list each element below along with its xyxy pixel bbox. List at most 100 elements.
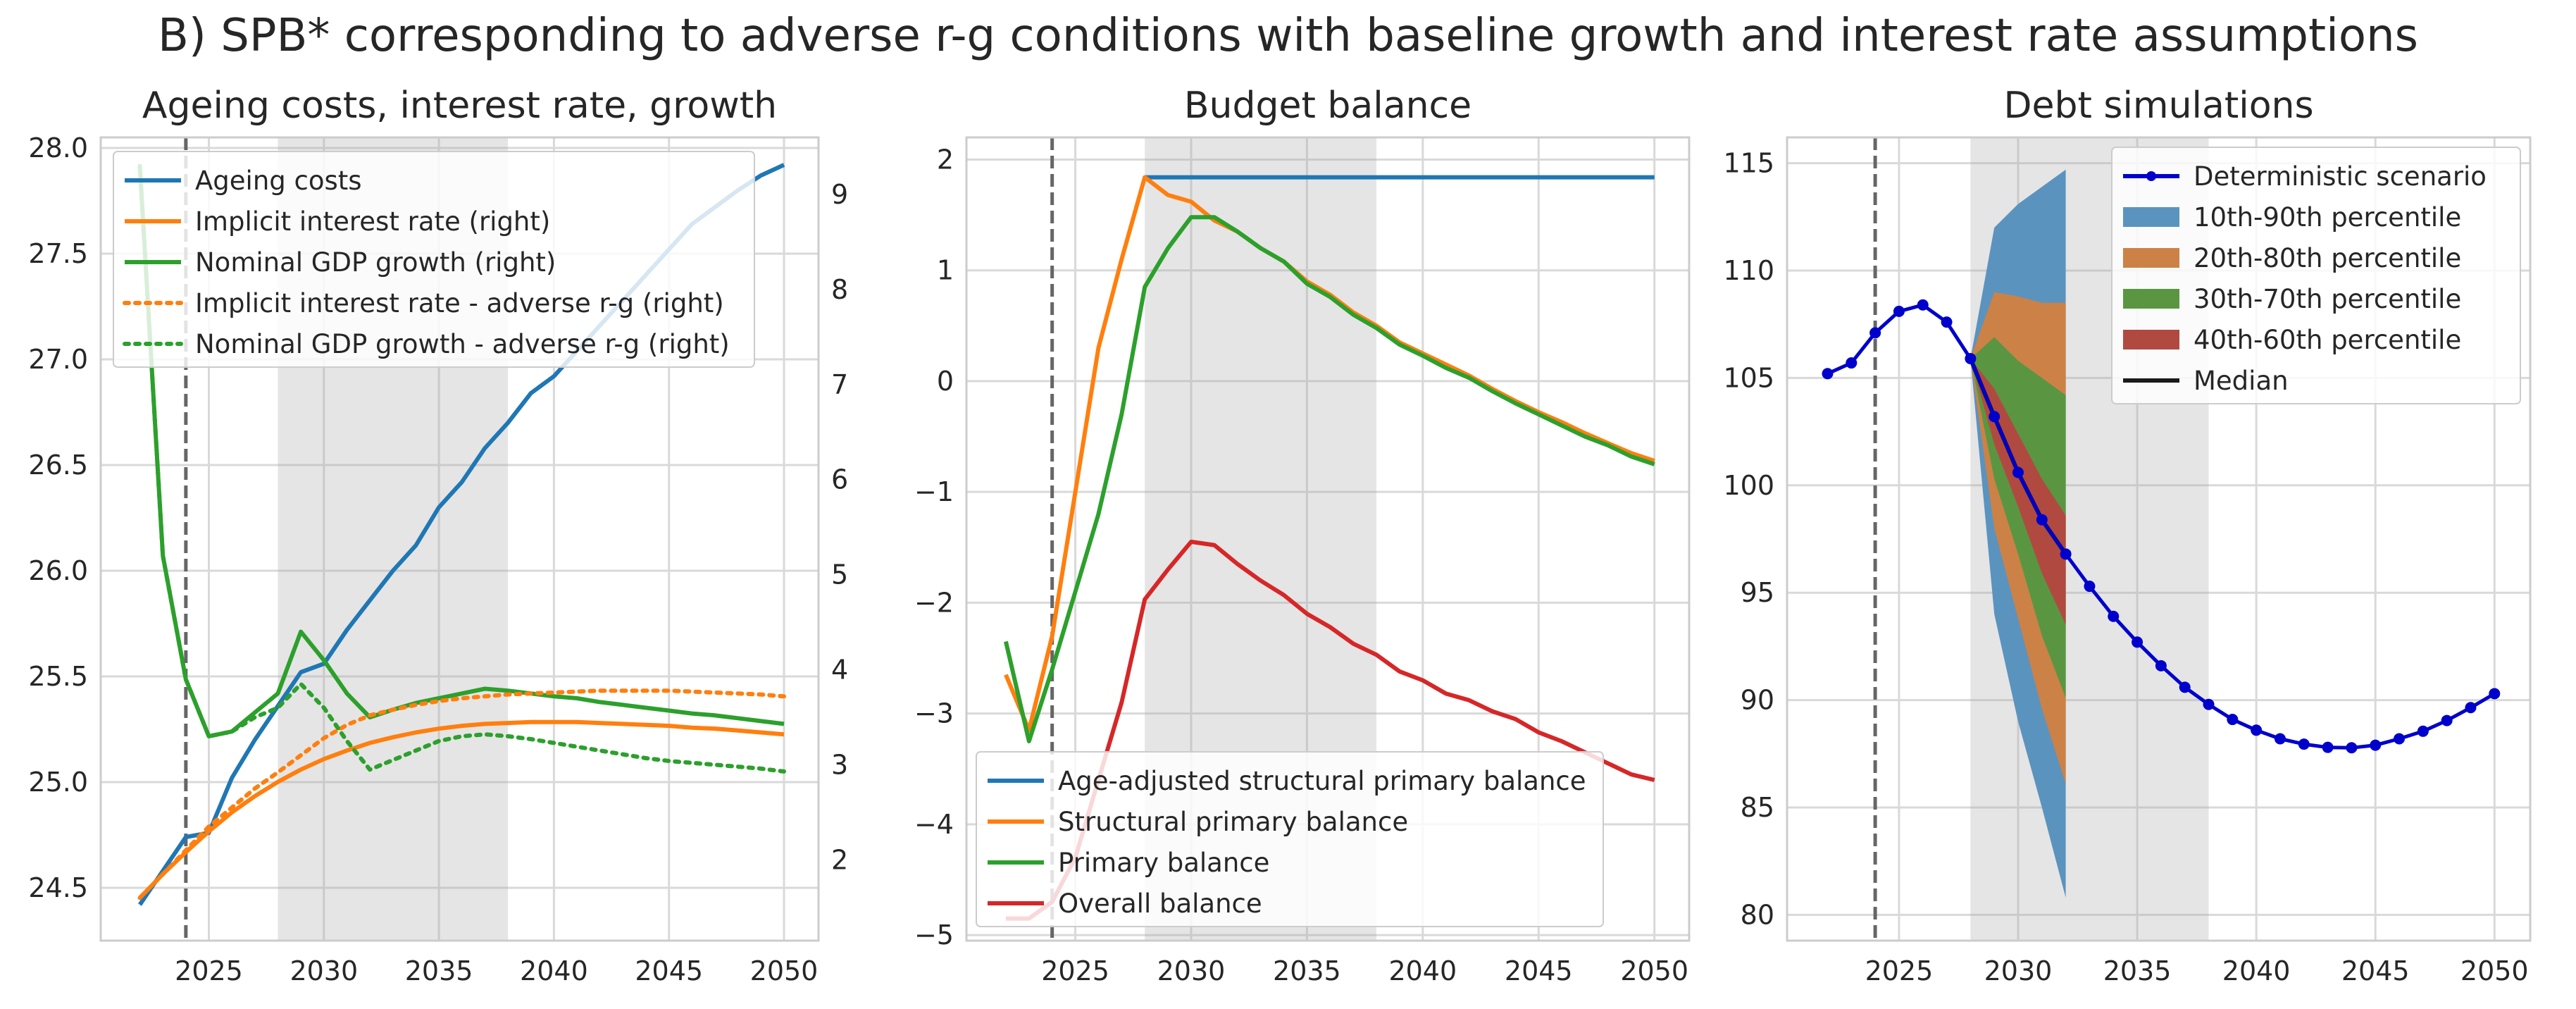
deterministic-point (2489, 688, 2501, 700)
y-tick-label: 26.5 (28, 450, 88, 481)
legend-label: Age-adjusted structural primary balance (1058, 766, 1586, 796)
y-tick-label: 25.5 (28, 661, 88, 692)
x-tick-label: 2050 (750, 955, 819, 986)
y2-tick-label: 5 (831, 559, 848, 590)
x-tick-label: 2030 (1984, 955, 2053, 986)
legend-label: Deterministic scenario (2194, 161, 2487, 192)
deterministic-point (2417, 725, 2429, 737)
legend-label: Ageing costs (195, 166, 362, 196)
x-tick-label: 2045 (1505, 955, 1573, 986)
deterministic-point (2108, 610, 2120, 622)
y2-tick-label: 9 (831, 179, 848, 210)
legend-swatch (2123, 207, 2179, 227)
x-tick-label: 2025 (175, 955, 243, 986)
x-tick-label: 2035 (1273, 955, 1341, 986)
y-tick-label: 80 (1741, 899, 1774, 930)
x-tick-label: 2035 (2103, 955, 2172, 986)
y-tick-label: −4 (914, 809, 954, 840)
legend-label: 40th-60th percentile (2194, 325, 2461, 355)
y2-tick-label: 3 (831, 749, 848, 780)
x-tick-label: 2035 (405, 955, 473, 986)
axes-frame (965, 136, 1691, 942)
deterministic-point (1989, 411, 2001, 423)
y-tick-label: 110 (1723, 255, 1774, 286)
legend-swatch (2123, 248, 2179, 268)
deterministic-point (2179, 681, 2191, 693)
y2-tick-label: 8 (831, 274, 848, 305)
legend-label: 20th-80th percentile (2194, 243, 2461, 273)
y-tick-label: 0 (937, 366, 954, 397)
y2-tick-label: 4 (831, 655, 848, 686)
y2-tick-label: 7 (831, 369, 848, 400)
y-tick-label: 27.5 (28, 238, 88, 269)
deterministic-point (2036, 514, 2048, 526)
y-tick-label: 28.0 (28, 132, 88, 163)
y-tick-label: 90 (1741, 685, 1774, 716)
x-tick-label: 2040 (520, 955, 588, 986)
y-tick-label: −3 (914, 698, 954, 729)
legend-label: Nominal GDP growth - adverse r-g (right) (195, 329, 730, 359)
deterministic-point (2251, 724, 2263, 736)
x-tick-label: 2030 (1157, 955, 1226, 986)
panel-ageing-costs: 2025 2030 2035 2040 2045 2050 24.5 25.0 25.5 26.0… (28, 85, 848, 986)
legend-label: 10th-90th percentile (2194, 202, 2461, 233)
legend-label: 30th-70th percentile (2194, 284, 2461, 314)
deterministic-point (2394, 733, 2406, 745)
deterministic-point (2274, 733, 2286, 745)
legend-label: Implicit interest rate (right) (195, 206, 550, 237)
y-tick-label: 105 (1723, 362, 1774, 393)
deterministic-point (2298, 738, 2310, 750)
y-tick-label: 1 (937, 255, 954, 286)
y-tick-label: 95 (1741, 577, 1774, 608)
x-tick-label: 2045 (635, 955, 703, 986)
panel-title: Ageing costs, interest rate, growth (142, 85, 777, 127)
legend-box (976, 751, 1604, 927)
x-tick-label: 2025 (1865, 955, 1934, 986)
legend-label: Implicit interest rate - adverse r-g (ri… (195, 288, 724, 318)
deterministic-point (2060, 548, 2072, 560)
y2-tick-label: 2 (831, 844, 848, 875)
figure-title: B) SPB* corresponding to adverse r-g con… (158, 10, 2418, 62)
series-line (1003, 215, 1655, 743)
y-tick-label: 85 (1741, 792, 1774, 823)
legend-box (113, 151, 755, 368)
series-line (1005, 539, 1655, 921)
legend-label: Nominal GDP growth (right) (195, 247, 556, 278)
x-tick-label: 2045 (2341, 955, 2410, 986)
deterministic-point (2441, 714, 2453, 726)
fan-band (1970, 359, 2066, 625)
y-tick-label: 27.0 (28, 344, 88, 375)
deterministic-point (1941, 316, 1953, 328)
y-tick-label: 2 (937, 144, 954, 175)
deterministic-point (1917, 299, 1929, 311)
y2-tick-label: 6 (831, 464, 848, 495)
deterministic-point (2203, 698, 2215, 710)
y-tick-label: 115 (1723, 148, 1774, 179)
deterministic-point (2155, 660, 2167, 671)
legend-swatch (2123, 330, 2179, 349)
y-tick-label: −2 (914, 587, 954, 618)
deterministic-point (2084, 581, 2096, 593)
x-tick-label: 2050 (2460, 955, 2529, 986)
deterministic-point (2012, 466, 2024, 478)
legend-box (2111, 147, 2521, 404)
y-tick-label: 100 (1723, 470, 1774, 501)
y-tick-label: −1 (914, 476, 954, 507)
x-tick-label: 2030 (290, 955, 358, 986)
deterministic-point (2346, 742, 2358, 754)
legend-label: Median (2194, 366, 2289, 396)
y-tick-label: 26.0 (28, 555, 88, 586)
deterministic-point (1869, 327, 1881, 339)
deterministic-point (2322, 741, 2334, 753)
panel-title: Debt simulations (2003, 85, 2313, 127)
y-tick-label: 24.5 (28, 872, 88, 903)
series-line (137, 166, 785, 738)
series-line (138, 719, 785, 900)
deterministic-point (2132, 636, 2143, 648)
deterministic-point (2465, 702, 2477, 714)
y-tick-label: 25.0 (28, 767, 88, 798)
x-tick-label: 2025 (1041, 955, 1109, 986)
x-tick-label: 2040 (1388, 955, 1457, 986)
deterministic-point (1846, 357, 1858, 369)
y-tick-label: −5 (914, 920, 954, 951)
